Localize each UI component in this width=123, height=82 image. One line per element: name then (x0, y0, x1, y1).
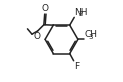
Text: CH: CH (85, 30, 98, 39)
Text: F: F (74, 62, 79, 71)
Text: O: O (33, 32, 40, 41)
Text: 3: 3 (89, 34, 93, 40)
Text: O: O (42, 4, 49, 13)
Text: 2: 2 (79, 11, 83, 17)
Text: NH: NH (74, 8, 88, 17)
